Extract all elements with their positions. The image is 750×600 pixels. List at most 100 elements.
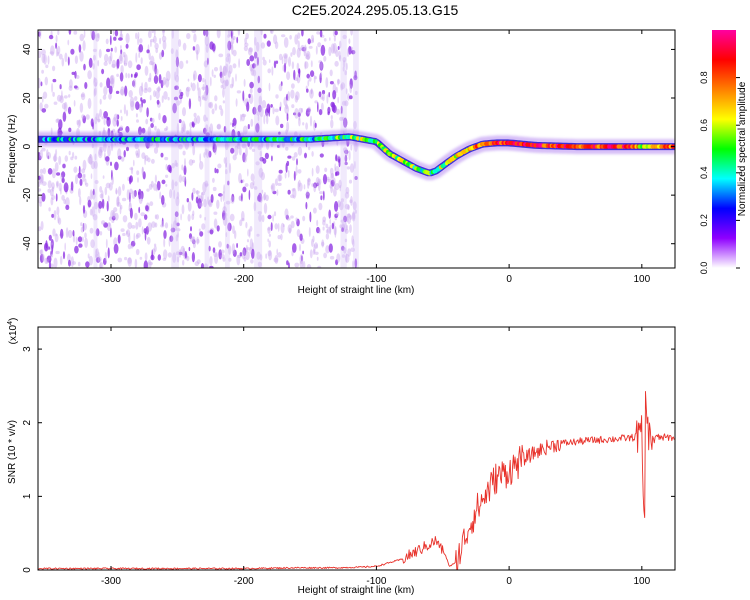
noise-speck: [156, 99, 160, 105]
noise-speck: [133, 73, 137, 79]
noise-speck: [67, 253, 71, 262]
noise-speck: [341, 254, 346, 258]
noise-speck: [347, 248, 351, 257]
noise-speck: [69, 79, 73, 89]
noise-speck: [181, 120, 186, 132]
noise-speck: [271, 183, 274, 193]
noise-speck: [260, 30, 263, 36]
noise-speck: [338, 50, 341, 60]
noise-speck: [160, 79, 164, 89]
noise-speck: [272, 182, 276, 193]
noise-speck: [143, 87, 148, 94]
noise-speck: [235, 73, 237, 82]
noise-speck: [203, 198, 207, 208]
noise-speck: [147, 77, 152, 83]
noise-speck: [203, 152, 206, 158]
noise-speck: [249, 88, 253, 94]
noise-speck: [103, 61, 108, 66]
noise-speck: [343, 117, 348, 128]
noise-speck: [97, 60, 100, 67]
noise-speck: [181, 204, 185, 215]
noise-speck: [171, 179, 175, 191]
noise-speck: [299, 47, 302, 52]
noise-speck: [285, 103, 289, 110]
noise-speck: [284, 105, 290, 114]
noise-speck: [47, 246, 51, 250]
noise-speck: [274, 178, 278, 186]
noise-speck: [335, 183, 340, 191]
noise-speck: [129, 207, 133, 219]
noise-speck: [163, 238, 166, 248]
noise-speck: [47, 155, 50, 160]
noise-speck: [196, 115, 201, 124]
noise-speck: [182, 123, 186, 133]
noise-speck: [294, 95, 299, 103]
noise-speck: [342, 56, 347, 63]
noise-speck: [348, 179, 353, 184]
noise-speck: [170, 48, 174, 55]
noise-speck: [55, 34, 58, 43]
noise-speck: [123, 54, 126, 66]
noise-speck: [243, 153, 248, 163]
noise-speck: [306, 73, 311, 79]
noise-speck: [74, 245, 79, 254]
noise-speck: [239, 195, 242, 202]
noise-speck: [129, 96, 135, 108]
noise-speck: [152, 248, 156, 256]
noise-speck: [199, 202, 204, 207]
noise-speck: [256, 251, 261, 260]
noise-speck: [354, 176, 358, 180]
noise-speck: [297, 169, 302, 174]
noise-speck: [77, 119, 81, 128]
noise-speck: [175, 234, 179, 242]
noise-speck: [352, 260, 354, 268]
noise-speck: [289, 35, 292, 40]
noise-speck: [48, 207, 51, 212]
noise-speck: [297, 32, 301, 39]
noise-speck: [173, 96, 179, 101]
noise-speck: [41, 69, 44, 74]
noise-speck: [144, 252, 148, 261]
noise-speck: [113, 207, 118, 213]
noise-speck: [217, 163, 222, 169]
noise-speck: [213, 74, 216, 79]
noise-speck: [274, 223, 279, 230]
noise-speck: [107, 145, 111, 157]
noise-speck: [128, 232, 131, 244]
noise-speck: [60, 174, 63, 180]
noise-speck: [227, 70, 231, 78]
noise-speck: [212, 186, 217, 192]
noise-speck: [257, 261, 262, 268]
noise-speck: [147, 30, 152, 39]
noise-speck: [41, 192, 46, 202]
noise-speck: [80, 222, 83, 227]
noise-speck: [222, 190, 225, 202]
noise-speck: [305, 191, 310, 198]
noise-speck: [173, 189, 176, 200]
noise-speck: [126, 189, 130, 201]
noise-speck: [278, 174, 283, 182]
noise-speck: [313, 74, 316, 84]
noise-speck: [250, 173, 255, 182]
noise-speck: [68, 85, 73, 91]
noise-speck: [97, 118, 101, 122]
noise-speck: [195, 190, 200, 194]
noise-speck: [119, 206, 122, 215]
noise-speck: [236, 90, 242, 94]
noise-speck: [277, 235, 281, 240]
noise-speck: [323, 38, 327, 42]
noise-speck: [230, 147, 235, 154]
noise-speck: [41, 108, 47, 113]
noise-speck: [180, 213, 182, 221]
noise-speck: [299, 243, 301, 252]
noise-speck: [294, 77, 299, 81]
noise-speck: [135, 152, 139, 159]
noise-speck: [127, 243, 132, 250]
noise-speck: [154, 125, 157, 131]
noise-speck: [277, 252, 282, 258]
noise-speck: [176, 256, 180, 263]
noise-speck: [220, 193, 223, 203]
noise-speck: [209, 76, 212, 87]
noise-speck: [207, 102, 212, 108]
noise-speck: [70, 156, 74, 161]
